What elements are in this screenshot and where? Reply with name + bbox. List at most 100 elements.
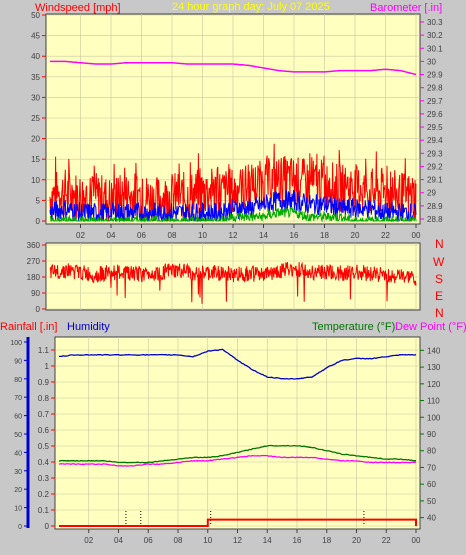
direction-tick-label: 360 [27, 241, 41, 250]
time-tick-label: 08 [174, 536, 183, 545]
direction-tick-label: 270 [27, 257, 41, 266]
time-tick-label: 00 [412, 231, 421, 240]
temperature-tick-label: 130 [427, 363, 441, 372]
temperature-tick-label: 80 [427, 447, 436, 456]
wind-time-ticks: 02 04 06 08 10 12 14 16 18 20 22 00 [76, 224, 421, 240]
direction-tick-label: 0 [36, 305, 41, 314]
climate-time-ticks: 02 04 06 08 10 12 14 16 18 20 22 00 [84, 529, 421, 545]
time-tick-label: 06 [144, 536, 153, 545]
time-tick-label: 18 [320, 231, 329, 240]
dewpoint-line [58, 454, 417, 467]
rainfall-line [59, 518, 417, 527]
humidity-tick-label: 40 [14, 450, 22, 457]
compass-labels: N W S E N [433, 237, 445, 320]
windspeed-tick-label: 50 [31, 11, 40, 20]
humidity-tick-label: 50 [14, 432, 22, 439]
barometer-tick-label: 29.9 [427, 71, 443, 80]
humidity-ticks: 0 10 20 30 40 50 60 70 80 90 100 [10, 340, 28, 531]
compass-w: W [433, 255, 445, 269]
rainfall-tick-label: 0.2 [38, 490, 50, 499]
direction-tick-label: 90 [31, 289, 40, 298]
temperature-tick-label: 50 [427, 497, 436, 506]
rainfall-tick-label: 0 [45, 522, 50, 531]
windspeed-tick-label: 30 [31, 93, 40, 102]
time-tick-label: 18 [322, 536, 331, 545]
rainfall-tick-label: 0.8 [38, 394, 50, 403]
time-tick-label: 10 [203, 536, 212, 545]
humidity-tick-label: 80 [14, 377, 22, 384]
rainfall-axis-label: Rainfall [.in] [0, 321, 57, 333]
rainfall-tick-label: 0.7 [38, 410, 50, 419]
wind-barometer-panel: Windspeed [mph] 24 hour graph day: July … [31, 1, 443, 240]
barometer-tick-label: 29.3 [427, 149, 443, 158]
time-tick-label: 04 [114, 536, 123, 545]
windspeed-tick-label: 25 [31, 114, 40, 123]
windspeed-tick-label: 35 [31, 73, 40, 82]
humidity-tick-label: 10 [14, 506, 22, 513]
temperature-tick-label: 100 [427, 413, 441, 422]
temperature-tick-label: 140 [427, 346, 441, 355]
humidity-tick-label: 0 [18, 524, 22, 531]
windspeed-axis-label: Windspeed [mph] [35, 2, 121, 14]
climate-grid [55, 337, 420, 529]
windspeed-tick-label: 20 [31, 135, 40, 144]
humidity-tick-label: 100 [10, 340, 22, 347]
compass-n-bottom: N [435, 306, 444, 320]
dewpoint-axis-label: Dew Point (°F) [395, 321, 466, 333]
time-tick-label: 20 [352, 536, 361, 545]
windspeed-tick-label: 5 [36, 196, 41, 205]
windspeed-ticks: 0 5 10 15 20 25 30 35 40 45 50 [31, 11, 46, 226]
barometer-tick-label: 29.6 [427, 110, 443, 119]
temperature-tick-label: 70 [427, 463, 436, 472]
rainfall-tick-label: 0.5 [38, 442, 50, 451]
windspeed-tick-label: 45 [31, 32, 40, 41]
compass-n-top: N [435, 237, 444, 251]
temperature-tick-label: 110 [427, 397, 440, 406]
wind-gust-line [49, 189, 417, 223]
temperature-line [58, 444, 416, 464]
humidity-tick-label: 60 [14, 414, 22, 421]
time-tick-label: 12 [233, 536, 242, 545]
humidity-line [58, 348, 417, 380]
humidity-tick-label: 20 [14, 487, 22, 494]
time-tick-label: 16 [293, 536, 302, 545]
temperature-axis-label: Temperature (°F) [312, 321, 395, 333]
time-tick-label: 02 [84, 536, 93, 545]
barometer-tick-label: 29.5 [427, 123, 443, 132]
climate-panel: Rainfall [.in] Humidity Temperature (°F)… [0, 321, 466, 545]
compass-s: S [435, 272, 443, 286]
barometer-tick-label: 30.3 [427, 18, 443, 27]
humidity-axis-label: Humidity [67, 321, 110, 333]
time-tick-label: 10 [198, 231, 207, 240]
rainfall-tick-label: 0.6 [38, 426, 50, 435]
temperature-tick-label: 120 [427, 380, 441, 389]
climate-series [58, 348, 417, 527]
temperature-tick-label: 40 [427, 514, 436, 523]
humidity-tick-label: 90 [14, 358, 22, 365]
barometer-tick-label: 29.2 [427, 162, 443, 171]
barometer-tick-label: 29 [427, 189, 436, 198]
rainfall-tick-label: 0.9 [38, 378, 50, 387]
rainfall-tick-label: 0.3 [38, 474, 50, 483]
windspeed-tick-label: 15 [31, 155, 40, 164]
windspeed-tick-label: 10 [31, 176, 40, 185]
time-tick-label: 20 [351, 231, 360, 240]
barometer-axis-label: Barometer [.in] [370, 2, 442, 14]
barometer-tick-label: 30.1 [427, 44, 443, 53]
rainfall-tick-label: 1.1 [38, 346, 50, 355]
time-tick-label: 00 [412, 536, 421, 545]
time-tick-label: 22 [381, 231, 390, 240]
direction-tick-label: 180 [27, 273, 41, 282]
barometer-line [50, 60, 417, 76]
time-tick-label: 02 [76, 231, 85, 240]
direction-series [49, 261, 417, 304]
barometer-tick-label: 29.7 [427, 97, 443, 106]
rainfall-ticks: 0 0.1 0.2 0.3 0.4 0.5 0.6 0.7 0.8 0.9 1 1.1 [38, 346, 55, 531]
temperature-tick-label: 90 [427, 430, 436, 439]
direction-ticks: 0 90 180 270 360 [27, 241, 46, 314]
windspeed-tick-label: 40 [31, 52, 40, 61]
time-tick-label: 08 [168, 231, 177, 240]
humidity-tick-label: 70 [14, 395, 22, 402]
time-tick-label: 04 [107, 231, 116, 240]
compass-e: E [435, 289, 443, 303]
